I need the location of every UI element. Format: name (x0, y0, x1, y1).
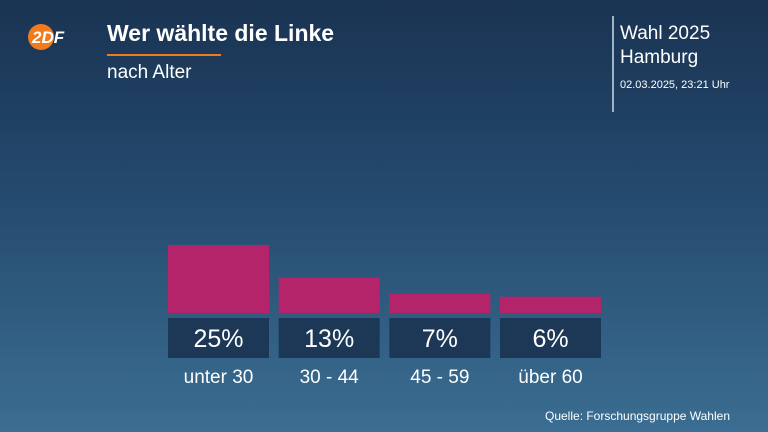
category-label: 45 - 59 (410, 367, 469, 388)
category-label: über 60 (518, 367, 582, 388)
election-region: Hamburg (620, 47, 699, 68)
value-label-box (500, 318, 602, 358)
source-note: Quelle: Forschungsgruppe Wahlen (545, 409, 730, 423)
header-divider (612, 16, 614, 112)
bar (389, 293, 491, 313)
election-name: Wahl 2025 (620, 23, 711, 44)
category-label: 30 - 44 (300, 367, 360, 388)
value-label: 25% (193, 325, 243, 353)
election-info: Wahl 2025 Hamburg (620, 22, 710, 70)
value-label: 13% (304, 325, 354, 353)
chart-title: Wer wählte die Linke (107, 20, 335, 46)
zdf-logo-text: 2DF (31, 28, 65, 47)
bar (168, 245, 269, 313)
category-label: unter 30 (184, 367, 254, 388)
title-underline (107, 54, 221, 56)
value-label-box (168, 318, 269, 358)
value-label: 6% (532, 325, 568, 353)
zdf-logo-circle (28, 24, 54, 50)
zdf-logo: 2DF (28, 24, 65, 50)
timestamp: 02.03.2025, 23:21 Uhr (620, 79, 730, 91)
bar (278, 277, 380, 313)
value-label: 7% (422, 325, 458, 353)
value-label-box (389, 318, 491, 358)
bar (500, 296, 602, 313)
value-label-box (278, 318, 380, 358)
chart-subtitle: nach Alter (107, 62, 192, 83)
